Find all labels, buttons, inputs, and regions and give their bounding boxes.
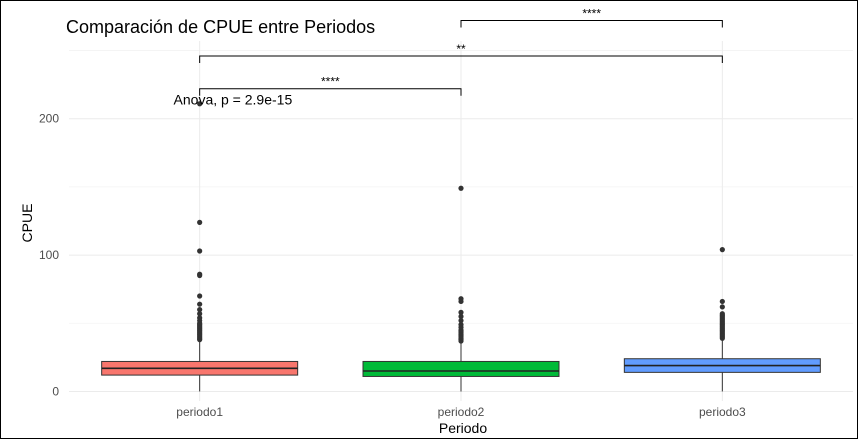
axes-layer: 0 100 200 periodo1 periodo2 periodo3 [39,112,746,419]
outlier-point [458,185,464,191]
significance-bracket: **** [460,7,723,28]
x-tick-label: periodo3 [699,405,746,419]
x-tick-label: periodo2 [438,405,485,419]
outlier-point [458,317,464,324]
outlier-point [719,311,725,317]
bracket-line [199,88,462,96]
outlier-point [458,309,464,315]
y-tick-label: 100 [39,248,59,262]
box-body [362,360,560,377]
outlier-point [197,248,203,254]
y-tick-label: 200 [39,112,59,126]
bracket-line [199,55,723,63]
outlier-point [458,296,464,302]
bracket-line [460,20,723,28]
significance-label: ** [456,42,466,56]
y-axis-title: CPUE [19,204,35,243]
significance-label: **** [321,75,340,89]
outlier-point [197,301,203,307]
significance-label: **** [582,7,601,21]
box-periodo2 [362,342,560,392]
outlier-point [197,315,203,321]
anova-label: Anova, p = 2.9e-15 [174,92,293,108]
outlier-point [458,313,464,320]
x-tick-label: periodo1 [176,405,223,419]
significance-bracket: ** [199,42,723,63]
outlier-point [197,307,203,313]
outlier-point [197,101,203,107]
significance-bracket: **** [199,75,462,96]
outlier-point [197,219,203,225]
outlier-point [197,311,203,317]
outlier-point [719,247,725,253]
outlier-point [458,322,464,328]
boxes-layer [101,339,821,392]
y-tick-label: 0 [52,384,59,398]
outliers-layer [197,101,725,344]
box-periodo1 [101,341,299,392]
box-periodo3 [623,339,821,392]
chart-title: Comparación de CPUE entre Periodos [66,17,375,37]
outlier-point [719,304,725,310]
x-axis-title: Periodo [439,420,487,436]
outlier-point [197,271,203,277]
annotations-layer: Anova, p = 2.9e-15********** [174,7,723,108]
outlier-point [719,298,725,305]
outlier-point [197,293,203,299]
